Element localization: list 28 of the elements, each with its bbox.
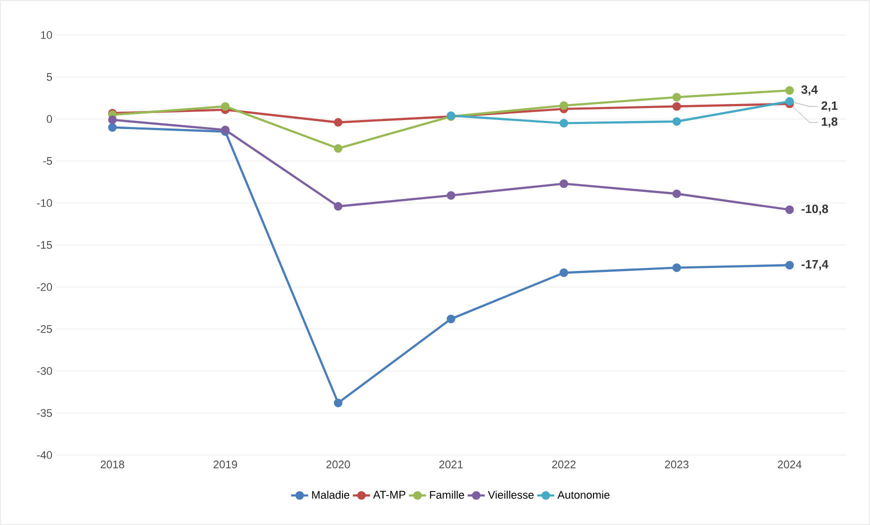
x-tick-label: 2022 [552, 460, 576, 468]
y-tick-label: -15 [37, 241, 52, 249]
y-tick-label: -20 [37, 283, 52, 291]
y-tick-label: -5 [43, 157, 52, 165]
x-tick-label: 2021 [439, 460, 463, 468]
x-tick-label: 2023 [665, 460, 688, 468]
x-tick-label: 2024 [778, 460, 802, 468]
data-label: 1,8 [822, 117, 838, 128]
data-label: 3,4 [801, 85, 818, 96]
legend-label: Maladie [312, 490, 350, 499]
data-label: 2,1 [822, 101, 838, 112]
y-tick-label: 5 [46, 73, 52, 81]
x-tick-label: 2018 [100, 460, 124, 468]
legend-label: AT-MP [373, 490, 406, 498]
legend-label: Vieillesse [488, 490, 534, 499]
legend-label: Autonomie [557, 490, 610, 499]
legend-label: Famille [430, 490, 464, 499]
x-tick-label: 2019 [214, 460, 237, 468]
x-tick-label: 2020 [326, 460, 350, 468]
y-tick-label: -10 [37, 199, 52, 207]
y-tick-label: -30 [37, 367, 52, 375]
y-tick-label: -25 [37, 325, 52, 333]
data-label: -17,4 [802, 260, 828, 270]
data-label: -10,8 [802, 204, 828, 215]
y-tick-label: 0 [46, 115, 52, 123]
y-tick-label: 10 [41, 31, 52, 39]
y-tick-label: -40 [37, 451, 52, 459]
y-tick-label: -35 [37, 409, 52, 417]
